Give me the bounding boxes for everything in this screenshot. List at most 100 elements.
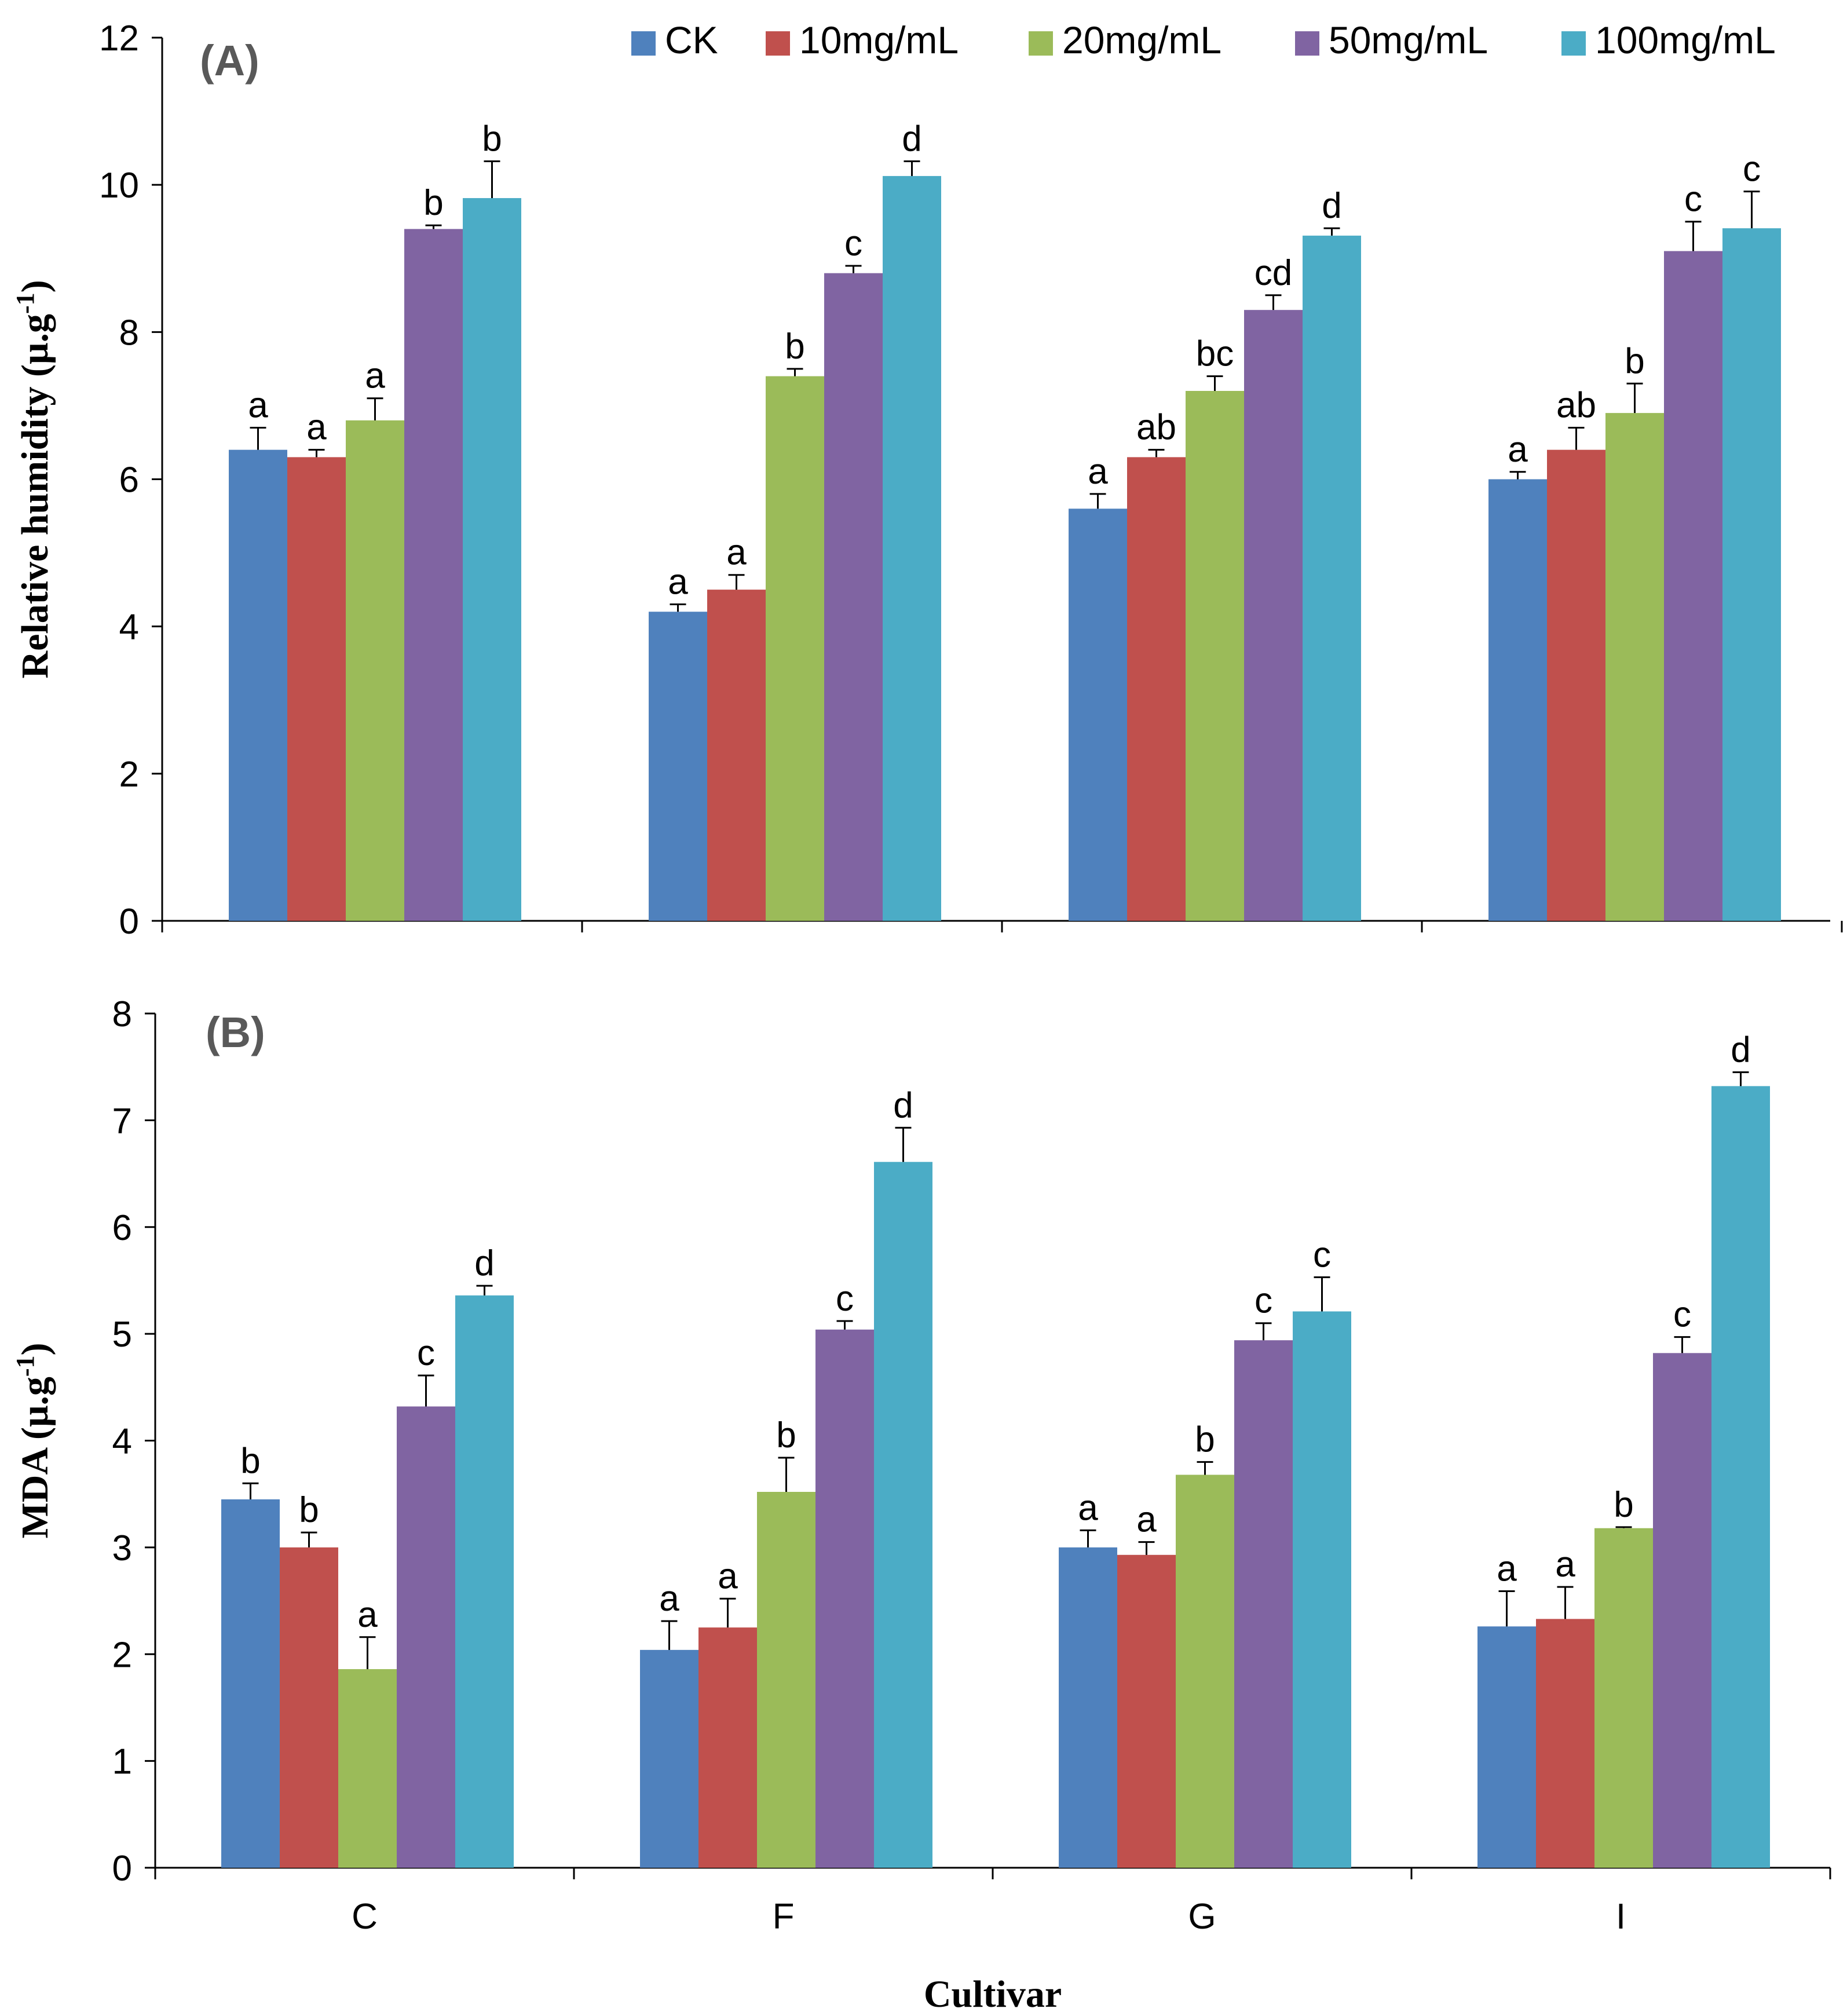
bar [1664,251,1722,921]
bar [1059,1547,1117,1868]
significance-letter: d [1731,1030,1750,1070]
significance-letter: b [240,1441,260,1481]
panel-a-relative-humidity-chart: 024681012aaabbaabcdaabbccddaabbcc(A)Rela… [11,19,1843,942]
bar [280,1547,338,1868]
bar [1722,228,1781,921]
significance-letter: a [1088,452,1108,492]
significance-letter: d [474,1243,494,1283]
significance-letter: cd [1255,253,1292,293]
bar [221,1499,280,1868]
significance-letter: b [785,327,804,367]
legend-swatch [766,31,790,56]
significance-letter: d [902,119,921,159]
significance-letter: c [417,1333,435,1373]
significance-letter: b [1195,1419,1215,1459]
legend-swatch [1295,31,1319,56]
y-tick-label: 4 [119,608,139,647]
y-tick-label: 10 [99,166,139,206]
bar [698,1627,757,1868]
bar [649,612,707,921]
bar [824,273,883,921]
bar [346,420,404,921]
significance-letter: c [1684,180,1702,219]
y-tick-label: 12 [99,19,139,58]
significance-letter: c [1313,1235,1331,1275]
significance-letter: a [248,386,268,426]
y-tick-label: 4 [112,1422,132,1462]
panel-label: (A) [200,36,259,85]
significance-letter: a [726,533,747,573]
bar [229,449,287,921]
bar [287,457,346,921]
significance-letter: a [1555,1545,1575,1585]
legend-label: 20mg/mL [1062,19,1221,61]
bar [397,1406,455,1868]
bar [404,229,463,921]
bar [463,198,521,921]
significance-letter: a [365,356,385,396]
significance-letter: ab [1136,408,1176,448]
bar [1127,457,1186,921]
panel-label: (B) [206,1008,265,1056]
significance-letter: a [1078,1488,1098,1528]
y-tick-label: 2 [119,755,139,795]
bar [640,1649,698,1868]
significance-letter: c [1743,149,1761,189]
bar [1653,1353,1711,1868]
bar [1711,1086,1770,1868]
bar [1117,1554,1176,1868]
bar [1234,1340,1293,1868]
legend-label: 100mg/mL [1595,19,1776,61]
y-tick-label: 3 [112,1528,132,1568]
y-tick-label: 8 [112,994,132,1034]
y-axis-title: MDA (μ.g-1) [11,1342,57,1538]
bar [1594,1528,1653,1868]
significance-letter: b [423,183,443,223]
bar [1069,508,1127,921]
y-tick-label: 2 [112,1635,132,1675]
significance-letter: d [893,1085,913,1125]
x-axis-title: Cultivar [924,1973,1062,2015]
significance-letter: a [1497,1549,1517,1589]
bar [1605,413,1664,921]
bar [1293,1311,1351,1868]
y-tick-label: 6 [112,1208,132,1248]
bar [707,590,766,921]
legend-swatch [631,31,656,56]
significance-letter: a [357,1595,378,1635]
significance-letter: b [299,1490,319,1530]
bar [757,1492,815,1868]
legend-swatch [1029,31,1053,56]
significance-letter: a [668,562,688,602]
bar [874,1162,932,1868]
bar [815,1329,874,1868]
bar [1303,235,1361,921]
legend-label: CK [665,19,718,61]
significance-letter: c [836,1279,854,1319]
bar [455,1295,514,1868]
bar [766,376,824,921]
y-tick-label: 0 [119,902,139,942]
significance-letter: c [1255,1281,1272,1321]
significance-letter: ab [1556,386,1596,426]
significance-letter: b [482,119,502,159]
legend-swatch [1561,31,1586,56]
y-tick-label: 5 [112,1315,132,1355]
bar [1547,449,1605,921]
significance-letter: d [1322,186,1341,226]
bar [883,175,941,921]
bar [1488,479,1547,921]
bar [1186,391,1244,921]
significance-letter: c [1673,1295,1691,1335]
y-tick-label: 8 [119,313,139,353]
y-tick-label: 6 [119,460,139,500]
significance-letter: a [1508,430,1528,470]
legend-label: 10mg/mL [799,19,959,61]
significance-letter: b [1625,341,1644,381]
y-tick-label: 7 [112,1101,132,1141]
x-category-label: F [773,1897,795,1937]
significance-letter: a [1136,1500,1157,1540]
significance-letter: bc [1196,334,1234,374]
